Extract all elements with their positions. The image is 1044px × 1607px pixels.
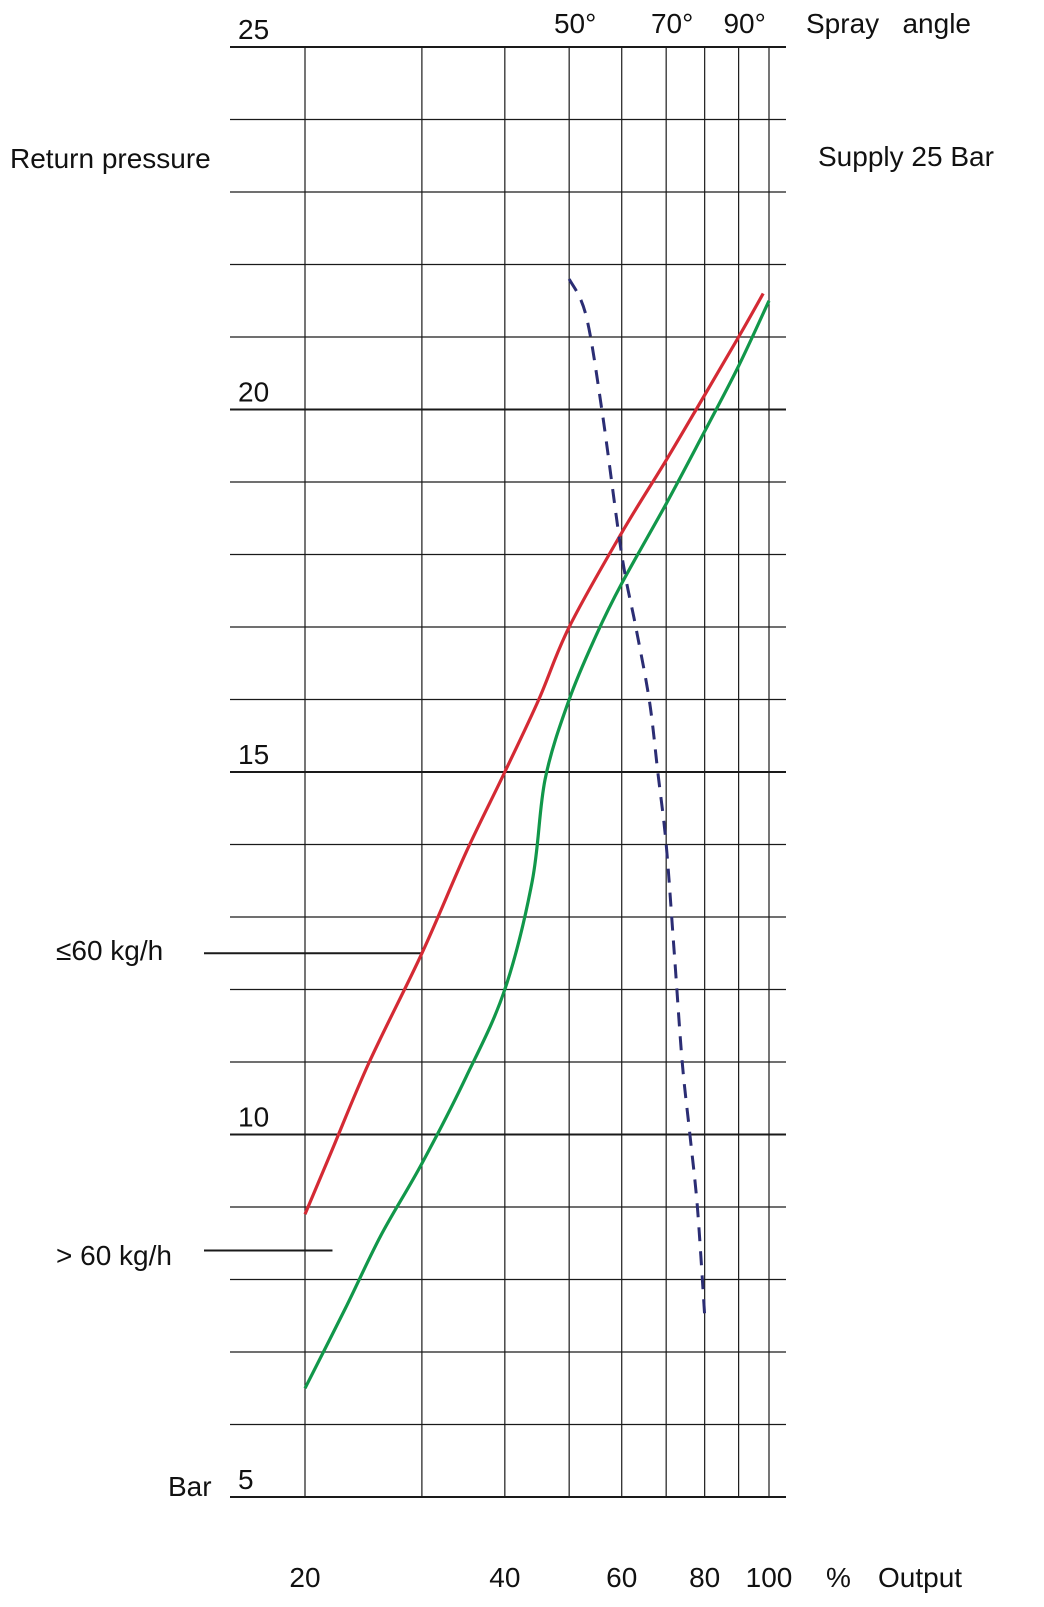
- y-tick-label: 15: [238, 739, 269, 770]
- x-axis-label: Output: [878, 1562, 962, 1593]
- tick-labels: 5 10 15 20 25 20 40 60 80 100 50° 70° 90°: [238, 8, 792, 1593]
- series-lines: [303, 278, 771, 1390]
- spray-angle-label: Spray angle: [806, 8, 971, 39]
- x-tick-label: 20: [289, 1562, 320, 1593]
- marker-label-low: ≤60 kg/h: [56, 935, 163, 966]
- spray-angle-tick-label: 90°: [723, 8, 765, 39]
- x-tick-label: 100: [746, 1562, 793, 1593]
- y-tick-label: 25: [238, 14, 269, 45]
- x-tick-label: 40: [489, 1562, 520, 1593]
- x-tick-label: 80: [689, 1562, 720, 1593]
- return-pressure-label: Return pressure: [10, 143, 211, 174]
- marker-label-high: > 60 kg/h: [56, 1240, 172, 1271]
- series-line-3: [567, 278, 707, 1316]
- spray-angle-tick-label: 70°: [651, 8, 693, 39]
- marker-lines: [204, 952, 422, 1252]
- y-tick-label: 20: [238, 377, 269, 408]
- y-tick-label: 5: [238, 1464, 254, 1495]
- y-unit-label: Bar: [168, 1471, 212, 1502]
- spray-angle-tick-label: 50°: [554, 8, 596, 39]
- grid: [230, 46, 786, 1498]
- series-line-2: [303, 300, 771, 1390]
- supply-pressure-label: Supply 25 Bar: [818, 141, 994, 172]
- y-tick-label: 10: [238, 1102, 269, 1133]
- series-line-1: [303, 292, 765, 1215]
- x-tick-label: 60: [606, 1562, 637, 1593]
- percent-label: %: [826, 1562, 851, 1593]
